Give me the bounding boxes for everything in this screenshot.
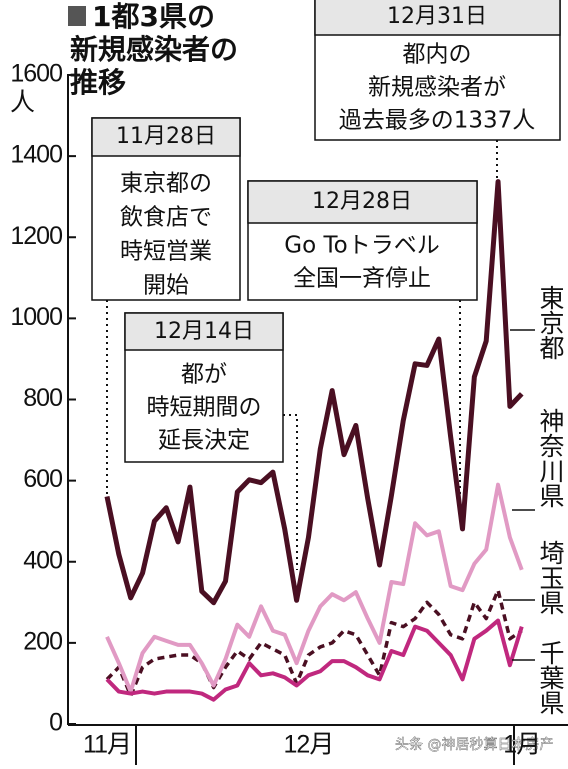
annotation-text: 都が	[181, 362, 227, 388]
annotation-text: 都内の	[403, 42, 472, 68]
series-line	[105, 618, 524, 702]
annotation-date: 12月14日	[154, 319, 254, 344]
series-label: 神奈川県	[536, 408, 565, 508]
annotation-leaders	[106, 140, 498, 570]
x-tick-label: 12月	[284, 731, 334, 759]
series-line	[105, 588, 523, 698]
watermark: 头条 @神居秒算日本房产	[395, 736, 553, 753]
series-label: 千葉県	[536, 640, 565, 715]
series-label: 東京都	[536, 285, 565, 360]
annotation-text: 全国一斉停止	[293, 266, 431, 292]
annotation-text: 東京都の	[120, 171, 212, 197]
y-tick-label: 0	[49, 709, 62, 737]
annotation-text: Go Toトラベル	[284, 233, 439, 259]
series-line	[105, 482, 524, 694]
y-tick-label: 200	[23, 627, 62, 655]
annotation-date: 11月28日	[116, 124, 216, 149]
y-tick-label: 1400	[10, 141, 62, 169]
series-label: 埼玉県	[536, 540, 565, 615]
annotation-text: 飲食店で	[120, 205, 212, 231]
annotation-text: 時短期間の	[147, 395, 262, 421]
annotation-date: 12月28日	[312, 189, 412, 214]
y-tick-label: 1600	[10, 60, 62, 88]
title-line: 推移	[70, 66, 126, 99]
series-leaders	[503, 329, 535, 661]
plot	[104, 179, 524, 702]
title-line: 新規感染者の	[70, 33, 238, 66]
x-tick-label: 1月	[503, 731, 540, 759]
annotation-text: 時短営業	[120, 239, 212, 265]
annotation-text: 新規感染者が	[368, 75, 506, 101]
y-tick-label: 400	[23, 546, 62, 574]
annotation-boxes	[91, 0, 561, 463]
y-tick-label: 1000	[10, 303, 62, 331]
title-line: 1都3県の	[92, 0, 215, 33]
y-tick-label: 600	[23, 465, 62, 493]
title-icon	[68, 6, 86, 26]
series-line	[104, 179, 524, 606]
y-unit: 人	[10, 89, 35, 117]
annotation-date: 12月31日	[387, 4, 487, 29]
annotation-text: 開始	[143, 273, 189, 299]
y-tick-label: 1200	[10, 222, 62, 250]
annotation-text: 延長決定	[158, 428, 250, 454]
y-tick-label: 800	[23, 384, 62, 412]
x-tick-label: 11月	[83, 731, 131, 759]
annotation-text: 過去最多の1337人	[339, 108, 536, 134]
